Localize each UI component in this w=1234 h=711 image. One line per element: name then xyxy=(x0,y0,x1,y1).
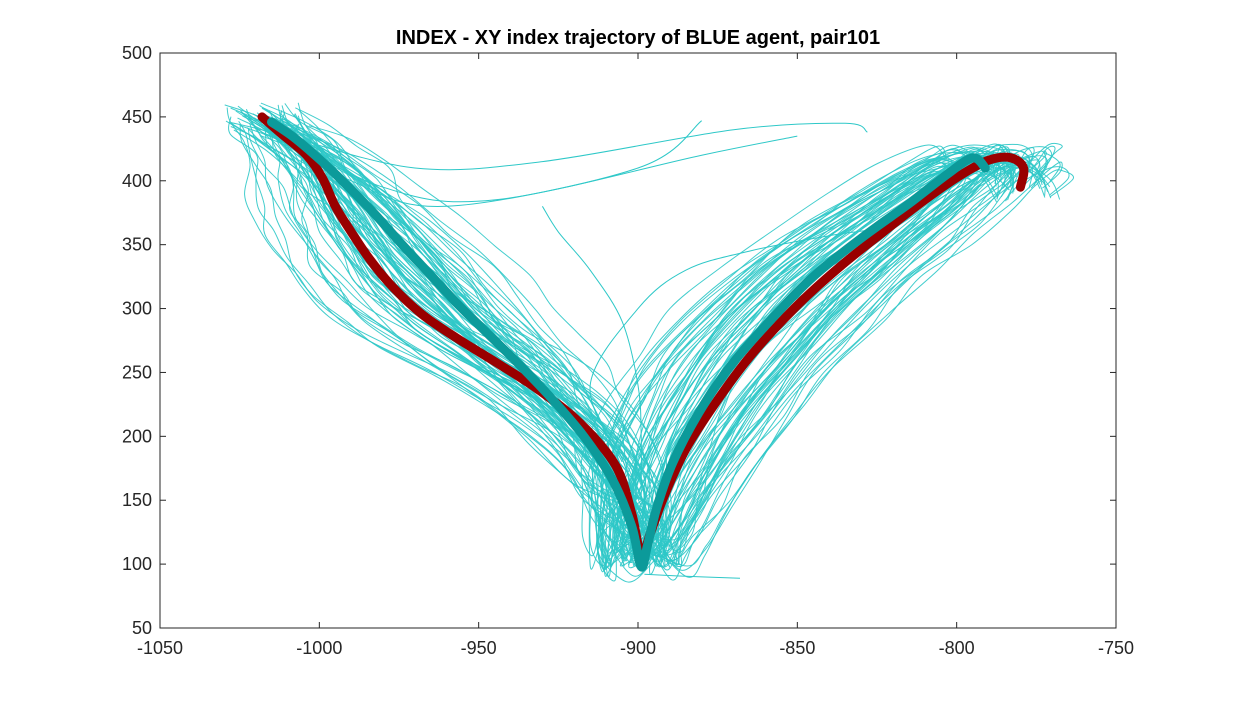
y-tick-label: 500 xyxy=(122,43,152,63)
x-tick-label: -800 xyxy=(939,638,975,658)
x-tick-label: -900 xyxy=(620,638,656,658)
trial-trace xyxy=(282,131,1061,566)
trial-trace-outlier xyxy=(271,129,798,203)
trial-trace xyxy=(261,107,1002,554)
trial-trace xyxy=(240,109,948,560)
trial-trace-outlier xyxy=(644,573,741,579)
trial-trace-outlier xyxy=(589,228,878,463)
x-tick-label: -1050 xyxy=(137,638,183,658)
x-tick-label: -850 xyxy=(779,638,815,658)
series-line-mean_blue xyxy=(267,117,990,572)
y-tick-label: 300 xyxy=(122,299,152,319)
trial-trace-outlier xyxy=(541,206,642,501)
mean-trajectories xyxy=(257,112,1029,572)
y-tick-label: 250 xyxy=(122,362,152,382)
trial-trace-outlier xyxy=(287,122,868,171)
chart-title: INDEX - XY index trajectory of BLUE agen… xyxy=(396,27,880,49)
trial-trace xyxy=(256,112,947,557)
y-tick-label: 450 xyxy=(122,107,152,127)
y-tick-label: 100 xyxy=(122,554,152,574)
y-tick-label: 400 xyxy=(122,171,152,191)
trial-trace xyxy=(260,102,1061,553)
y-tick-label: 150 xyxy=(122,490,152,510)
y-tick-label: 350 xyxy=(122,235,152,255)
y-tick-label: 200 xyxy=(122,426,152,446)
x-axis: -1050 -1000 -950 -900 -850 -800 -750 xyxy=(137,53,1134,658)
x-tick-label: -950 xyxy=(461,638,497,658)
y-tick-label: 50 xyxy=(132,618,152,638)
trial-trace xyxy=(230,126,967,577)
trial-trace xyxy=(273,130,996,559)
x-tick-label: -750 xyxy=(1098,638,1134,658)
y-axis: 50 100 150 200 250 300 350 400 450 500 xyxy=(122,43,1116,638)
trial-trace xyxy=(295,128,977,571)
x-tick-label: -1000 xyxy=(296,638,342,658)
trial-trace xyxy=(280,129,957,565)
